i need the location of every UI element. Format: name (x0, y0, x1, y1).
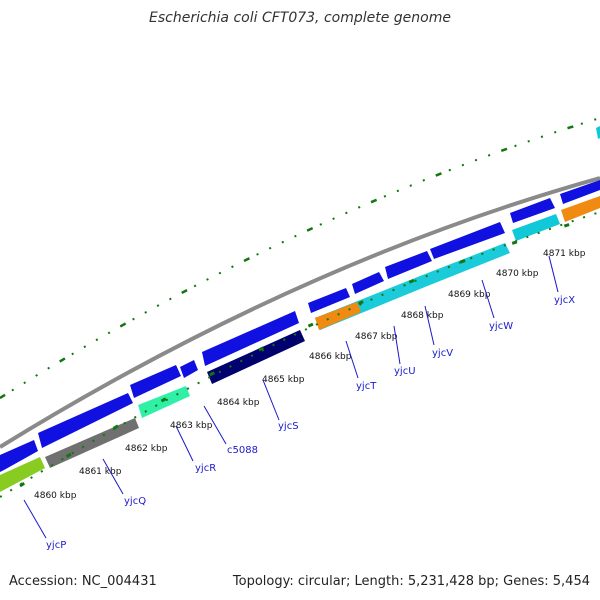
gene-arrow (130, 365, 181, 398)
gene-arrow (180, 360, 198, 378)
outer-tick-ring (0, 117, 600, 399)
inner-major-ticks (19, 213, 600, 488)
kbp-label: 4865 kbp (262, 375, 305, 385)
kbp-label: 4868 kbp (401, 311, 444, 321)
kbp-label: 4860 kbp (34, 491, 77, 501)
gene-arrow (385, 251, 432, 279)
accession-text: Accession: NC_004431 (9, 574, 157, 589)
gene-label: yjcX (554, 295, 575, 306)
gene-label: yjcU (394, 366, 416, 377)
kbp-label: 4870 kbp (496, 269, 539, 279)
gene-arrow (560, 180, 600, 204)
kbp-scale: 4860 kbp 4861 kbp 4862 kbp 4863 kbp 4864… (34, 249, 586, 501)
gene-arrow (510, 198, 555, 223)
forward-genes (0, 180, 600, 472)
gene-arrow (308, 288, 350, 313)
gene-arrow (596, 126, 600, 139)
gene-label: yjcQ (124, 496, 146, 507)
kbp-label: 4866 kbp (309, 352, 352, 362)
gene-arrow (38, 393, 133, 448)
kbp-label: 4864 kbp (217, 398, 260, 408)
kbp-label: 4869 kbp (448, 290, 491, 300)
gene-arrow (207, 330, 305, 384)
gene-label: yjcR (195, 463, 216, 474)
gene-arrow (352, 272, 384, 294)
kbp-label: 4861 kbp (79, 467, 122, 477)
reverse-genes (0, 126, 600, 492)
gene-arrow (430, 222, 505, 259)
genome-summary-text: Topology: circular; Length: 5,231,428 bp… (232, 574, 590, 589)
gene-arrow (561, 196, 600, 222)
gene-leader-lines (23, 255, 559, 539)
kbp-label: 4871 kbp (543, 249, 586, 259)
gene-label: yjcW (489, 321, 513, 332)
gene-label: c5088 (227, 445, 258, 456)
gene-arrow (315, 243, 510, 330)
gene-label: yjcP (46, 540, 66, 551)
gene-arrow (202, 311, 299, 366)
gene-label: yjcT (356, 381, 377, 392)
gene-arrow (512, 214, 560, 241)
gene-arrow (0, 457, 45, 492)
gene-arrow (0, 440, 38, 472)
map-title: Escherichia coli CFT073, complete genome (149, 10, 451, 26)
genome-backbone (0, 176, 600, 449)
gene-label: yjcV (432, 348, 453, 359)
gene-labels: yjcP yjcQ yjcR c5088 yjcS yjcT yjcU yjcV… (46, 295, 575, 551)
kbp-label: 4867 kbp (355, 332, 398, 342)
inner-tick-ring (0, 211, 600, 498)
outer-major-ticks (0, 116, 600, 400)
kbp-label: 4863 kbp (170, 421, 213, 431)
kbp-label: 4862 kbp (125, 444, 168, 454)
gene-label: yjcS (278, 421, 299, 432)
